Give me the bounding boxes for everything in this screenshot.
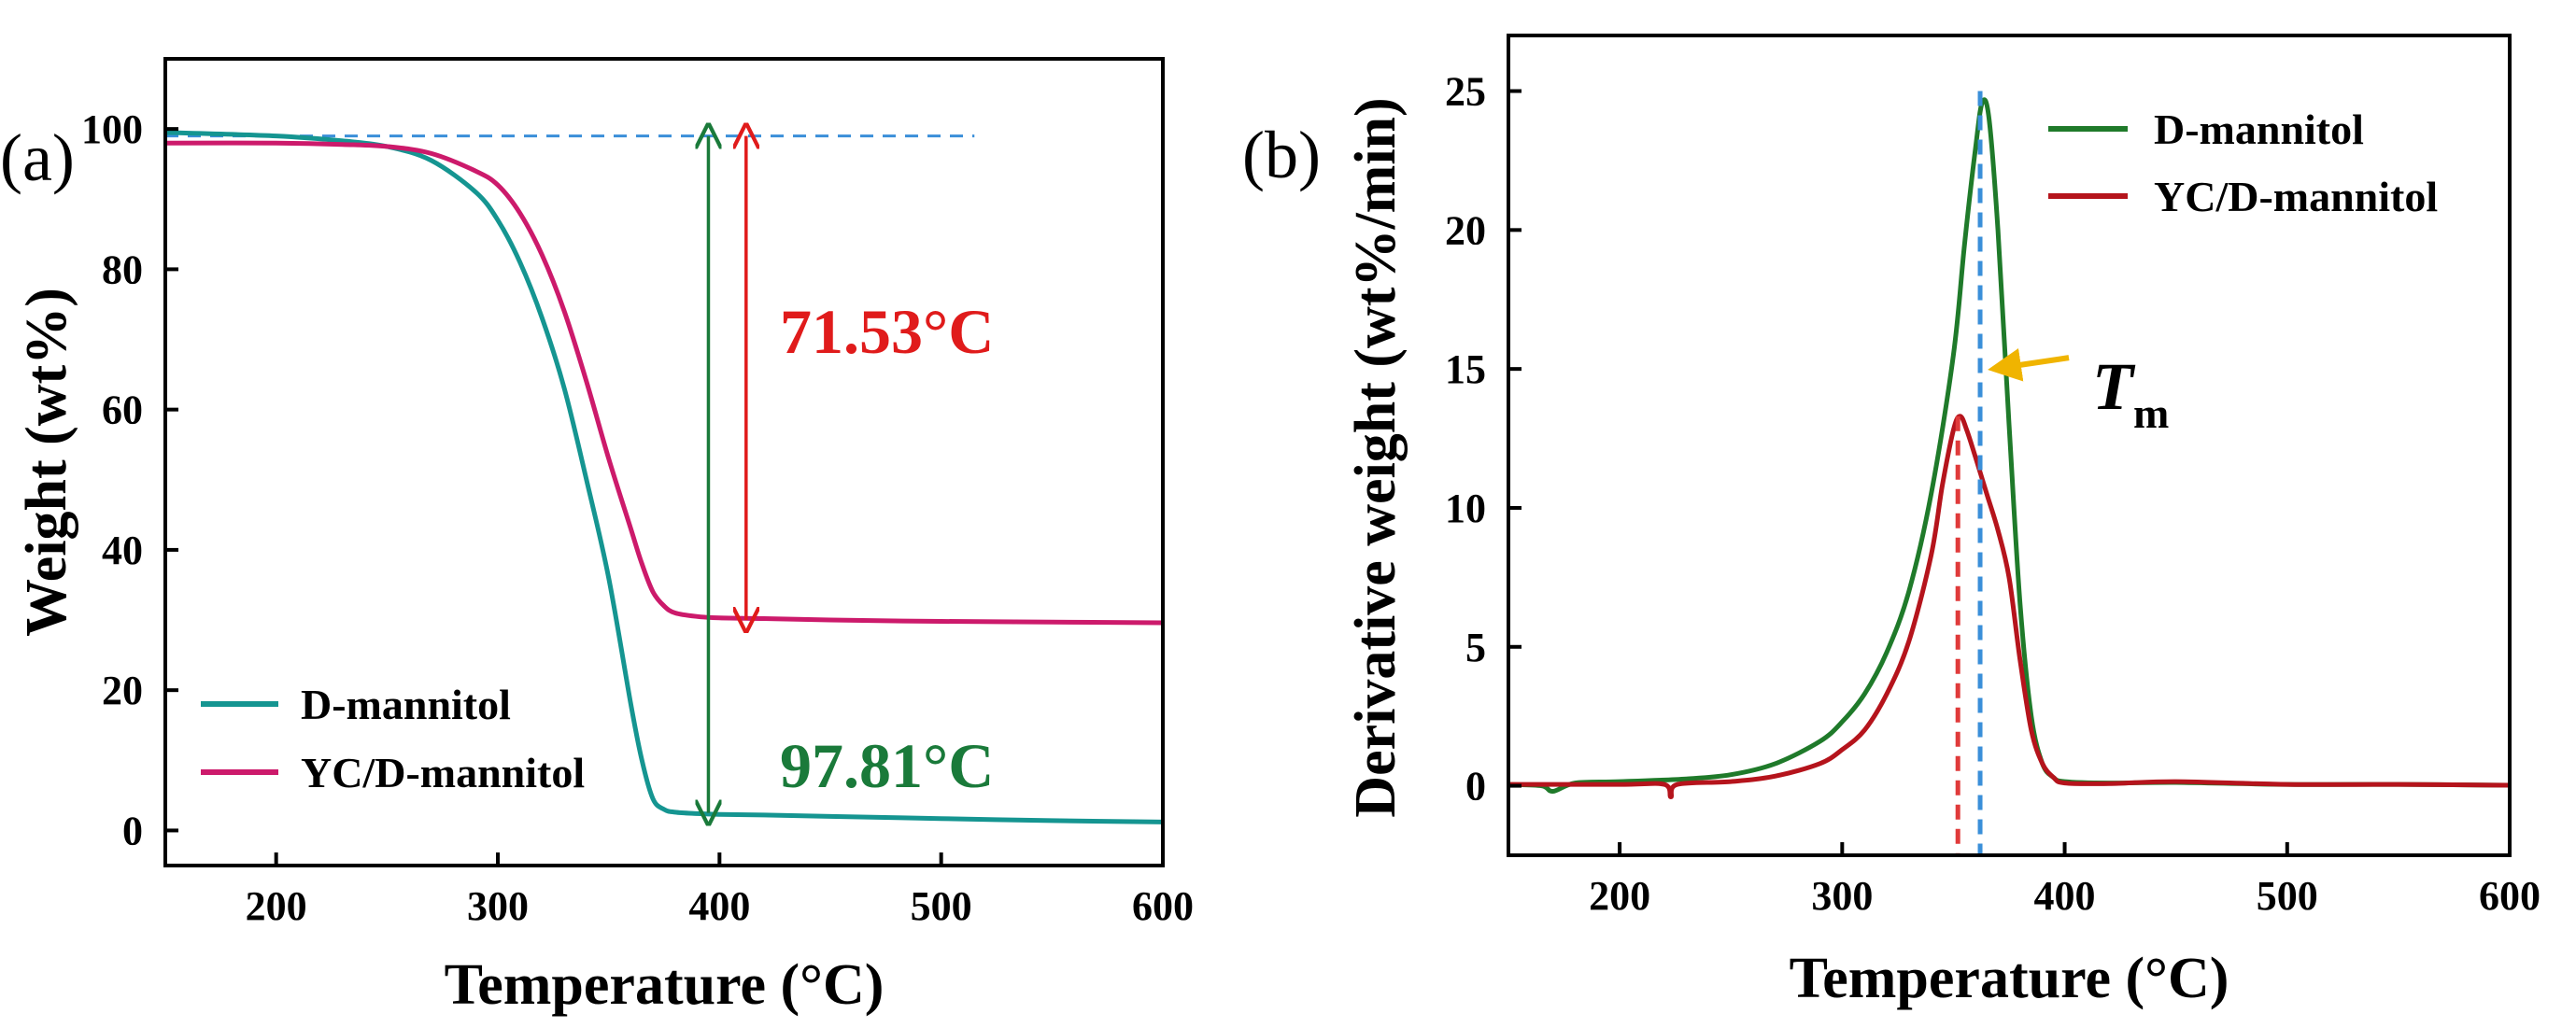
b-y-tick-label: 0	[1465, 764, 1486, 810]
b-x-tick-label: 600	[2479, 873, 2541, 919]
panel-a-y-axis-title: Weight (wt%)	[15, 288, 78, 637]
panel-b-tm-subscript: m	[2133, 389, 2169, 437]
panel-a-legend-label-1: YC/D-mannitol	[301, 749, 585, 796]
a-y-tick-label: 100	[81, 106, 143, 152]
panel-b-legend-label-1: YC/D-mannitol	[2154, 173, 2438, 220]
b-x-tick-label: 500	[2257, 873, 2318, 919]
a-x-tick-label: 300	[467, 883, 529, 929]
a-y-tick-label: 60	[102, 387, 143, 433]
panel-a-series-d-mannitol	[164, 130, 1164, 824]
a-x-tick-label: 600	[1132, 883, 1194, 929]
panel-a-x-axis-title: Temperature (°C)	[445, 953, 885, 1017]
panel-a-x-ticks: 200 300 400 500 600	[246, 852, 1194, 929]
a-y-tick-label: 40	[102, 528, 143, 573]
b-y-tick-label: 5	[1465, 625, 1486, 670]
panel-b-y-axis-title: Derivative weight (wt%/min)	[1344, 97, 1408, 817]
panel-b-series-yc-d-mannitol	[1508, 414, 2511, 800]
panel-b-tm-arrow	[1988, 347, 2070, 382]
a-y-tick-label: 80	[102, 246, 143, 292]
panel-b-tm-label: Tm	[2092, 349, 2169, 437]
panel-b-legend-label-0: D-mannitol	[2154, 106, 2364, 153]
a-x-tick-label: 500	[911, 883, 972, 929]
panel-a-y-ticks: 0 20 40 60 80 100	[81, 106, 178, 853]
panel-b-x-axis-title: Temperature (°C)	[1790, 947, 2229, 1010]
b-y-tick-label: 20	[1445, 207, 1486, 253]
panel-b-frame	[1507, 34, 2512, 857]
b-x-tick-label: 400	[2034, 873, 2096, 919]
a-y-tick-label: 0	[122, 808, 143, 853]
a-y-tick-label: 20	[102, 668, 143, 713]
a-x-tick-label: 200	[246, 883, 307, 929]
panel-b: (b) Tm D-mannitol YC/D-mannitol 200 300 40…	[1242, 34, 2541, 1010]
panel-a-label: (a)	[0, 120, 75, 195]
panel-a-annotation-red: 71.53°C	[780, 296, 994, 367]
b-x-tick-label: 300	[1811, 873, 1873, 919]
b-y-tick-label: 15	[1445, 346, 1486, 392]
panel-a-annotation-green: 97.81°C	[780, 730, 994, 801]
panel-b-label: (b)	[1242, 118, 1321, 192]
panel-b-x-ticks: 200 300 400 500 600	[1589, 842, 2541, 919]
panel-a-series-yc-d-mannitol	[164, 140, 1164, 626]
panel-a-legend-label-0: D-mannitol	[301, 681, 511, 728]
panel-b-y-ticks: 0 5 10 15 20 25	[1445, 69, 1522, 810]
panel-a: (a) 71.53°C 97.81°C D-mannitol YC/D-mann…	[0, 57, 1194, 1017]
a-x-tick-label: 400	[688, 883, 750, 929]
panel-a-frame	[163, 57, 1165, 867]
b-y-tick-label: 25	[1445, 69, 1486, 115]
b-x-tick-label: 200	[1589, 873, 1650, 919]
b-y-tick-label: 10	[1445, 486, 1486, 531]
